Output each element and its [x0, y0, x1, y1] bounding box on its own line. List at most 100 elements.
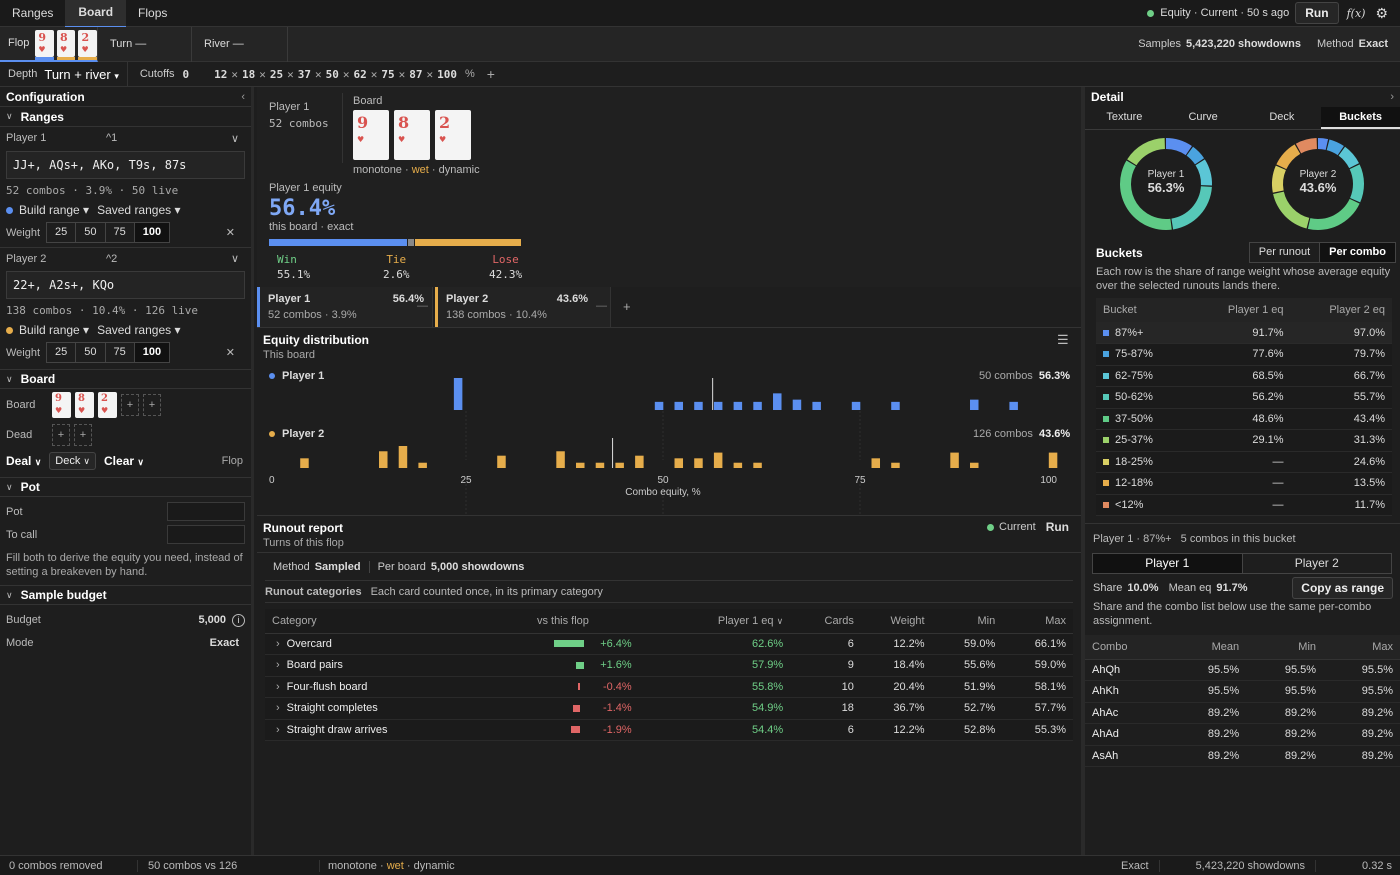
bucket-row[interactable]: 87%+ 91.7% 97.0% [1096, 322, 1392, 344]
category-cell[interactable]: › Board pairs [265, 654, 488, 677]
chevron-right-icon[interactable]: › [276, 680, 280, 693]
add-river-icon[interactable]: + [143, 394, 161, 416]
chevron-right-icon[interactable]: › [276, 659, 280, 672]
bucket-row[interactable]: <12% —11.7% [1096, 494, 1392, 516]
remove-cutoff-icon[interactable]: ✕ [370, 67, 378, 81]
combo-row[interactable]: AhKh 95.5% 95.5% 95.5% [1085, 680, 1400, 703]
table-row[interactable]: › Board pairs +1.6% 57.9% 9 18.4% 55.6% 59.0% [265, 654, 1073, 677]
gear-icon[interactable]: ⚙ [1375, 4, 1388, 21]
runout-run-button[interactable]: Run [1045, 520, 1070, 534]
category-cell[interactable]: › Straight draw arrives [265, 719, 488, 741]
add-cutoff-icon[interactable]: + [486, 66, 495, 82]
bucket-row[interactable]: 12-18% —13.5% [1096, 472, 1392, 495]
depth-select[interactable]: Turn + river ▾ [44, 67, 119, 82]
tab-buckets[interactable]: Buckets [1321, 107, 1400, 129]
col-bucket[interactable]: Bucket [1103, 304, 1137, 316]
bucket-row[interactable]: 62-75% 68.5% 66.7% [1096, 365, 1392, 387]
p1-build-range[interactable]: Build range ▾ [19, 203, 90, 217]
bucket-row[interactable]: 37-50% 48.6% 43.4% [1096, 408, 1392, 430]
table-row[interactable]: › Overcard +6.4% 62.6% 6 12.2% 59.0% 66.1% [265, 633, 1073, 655]
p1-saved-ranges[interactable]: Saved ranges ▾ [97, 203, 181, 217]
table-row[interactable]: › Four-flush board -0.4% 55.8% 10 20.4% 51.9% 5… [265, 676, 1073, 698]
tab-deck[interactable]: Deck [1269, 111, 1295, 123]
col-mean[interactable]: Mean [1211, 640, 1240, 653]
chevron-right-icon[interactable]: › [276, 723, 280, 736]
board-card-2[interactable]: 8 ♥ [75, 392, 94, 418]
player-card-2[interactable]: Player 2 43.6% 138 combos · 10.4% [435, 287, 611, 327]
weight-75[interactable]: 75 [106, 223, 135, 242]
chevron-right-icon[interactable]: › [276, 702, 280, 715]
col-player1-eq[interactable]: Player 1 eq ∨ [639, 609, 791, 633]
col-cards[interactable]: Cards [824, 614, 854, 627]
panel-divider[interactable] [1081, 87, 1085, 855]
col-p2-eq[interactable]: Player 2 eq [1329, 304, 1385, 316]
p2-saved-ranges[interactable]: Saved ranges ▾ [97, 323, 181, 337]
cutoff-value[interactable]: 100 [437, 67, 458, 81]
deck-select[interactable]: Deck ∨ [49, 452, 97, 470]
cutoff-value[interactable]: 37 [297, 67, 312, 81]
weight-75[interactable]: 75 [106, 343, 135, 362]
tab-texture[interactable]: Texture [1106, 111, 1143, 123]
street-turn[interactable]: Turn — [98, 26, 192, 62]
p1-range-input[interactable]: JJ+, AQs+, AKo, T9s, 87s [6, 151, 245, 179]
settings-sliders-icon[interactable]: ☰ [1057, 332, 1069, 347]
info-icon[interactable]: i [232, 613, 245, 627]
street-river[interactable]: River — [192, 26, 288, 62]
copy-as-range-button[interactable]: Copy as range [1292, 577, 1393, 599]
tab-flops[interactable]: Flops [138, 5, 168, 20]
cutoff-value[interactable]: 0 [182, 67, 190, 81]
col-category[interactable]: Category [272, 614, 317, 627]
clear-button[interactable]: Clear ∨ [104, 454, 144, 468]
table-row[interactable]: › Straight completes -1.4% 54.9% 18 36.7% 52.7… [265, 697, 1073, 720]
weight-50[interactable]: 50 [76, 343, 106, 362]
weight-50[interactable]: 50 [76, 223, 106, 242]
p2-range-input[interactable]: 22+, A2s+, KQo [6, 271, 245, 299]
table-row[interactable]: › Straight draw arrives -1.9% 54.4% 6 12.2% 52… [265, 719, 1073, 741]
cutoff-value[interactable]: 87 [409, 67, 423, 81]
bucket-row[interactable]: 50-62% 56.2% 55.7% [1096, 386, 1392, 409]
bucket-row[interactable]: 75-87% 77.6% 79.7% [1096, 343, 1392, 366]
add-player-icon[interactable]: + [623, 299, 631, 314]
remove-cutoff-icon[interactable]: ✕ [287, 67, 294, 81]
weight-25[interactable]: 25 [47, 223, 77, 242]
remove-cutoff-icon[interactable]: ✕ [315, 67, 322, 81]
cutoff-value[interactable]: 18 [242, 67, 256, 81]
p2-build-range[interactable]: Build range ▾ [19, 323, 90, 337]
bucket-row[interactable]: 18-25% —24.6% [1096, 451, 1392, 473]
cutoff-value[interactable]: 25 [269, 67, 284, 81]
pot-section-header[interactable]: ∨ Pot [0, 477, 251, 497]
collapse-left-icon[interactable]: ‹ [241, 90, 245, 103]
remove-cutoff-icon[interactable]: ✕ [231, 67, 239, 81]
chevron-down-icon[interactable]: ∨ [230, 253, 239, 265]
per-runout-option[interactable]: Per runout [1250, 243, 1321, 262]
chevron-down-icon[interactable]: ∨ [230, 132, 239, 145]
col-max[interactable]: Max [1372, 640, 1393, 653]
cutoff-value[interactable]: 75 [381, 67, 395, 81]
tab-curve[interactable]: Curve [1188, 111, 1218, 123]
col-combo[interactable]: Combo [1092, 640, 1128, 653]
tab-ranges[interactable]: Ranges [12, 5, 54, 20]
p1-weight-selector[interactable]: 25 50 75 100 [46, 222, 171, 243]
board-section-header[interactable]: ∨ Board [0, 369, 251, 389]
col-weight[interactable]: Weight [890, 614, 925, 627]
cutoff-value[interactable]: 62 [353, 67, 367, 81]
col-min[interactable]: Min [977, 614, 996, 627]
p2-weight-selector[interactable]: 25 50 75 100 [46, 342, 171, 363]
collapse-right-icon[interactable]: › [1390, 91, 1394, 103]
combo-row[interactable]: AhAc 89.2% 89.2% 89.2% [1085, 702, 1400, 724]
cutoff-value[interactable]: 12 [214, 67, 228, 81]
player-remove-icon[interactable]: — [596, 300, 607, 312]
to-call-input[interactable] [167, 525, 245, 544]
combo-row[interactable]: AhQh 95.5% 95.5% 95.5% [1085, 659, 1400, 681]
cutoff-value[interactable]: 50 [325, 67, 339, 81]
category-cell[interactable]: › Overcard [265, 633, 488, 655]
player-card-1[interactable]: Player 1 56.4% 52 combos · 3.9% [257, 287, 433, 327]
add-dead-icon[interactable]: + [52, 424, 70, 446]
col-p1-eq[interactable]: Player 1 eq [1227, 304, 1284, 316]
budget-section-header[interactable]: ∨ Sample budget [0, 585, 251, 605]
combo-row[interactable]: AsAh 89.2% 89.2% 89.2% [1085, 745, 1400, 767]
p2-clear-icon[interactable]: ✕ [225, 347, 235, 359]
chevron-right-icon[interactable]: › [276, 637, 280, 650]
col-max[interactable]: Max [1045, 614, 1066, 627]
player-remove-icon[interactable]: — [417, 300, 428, 312]
